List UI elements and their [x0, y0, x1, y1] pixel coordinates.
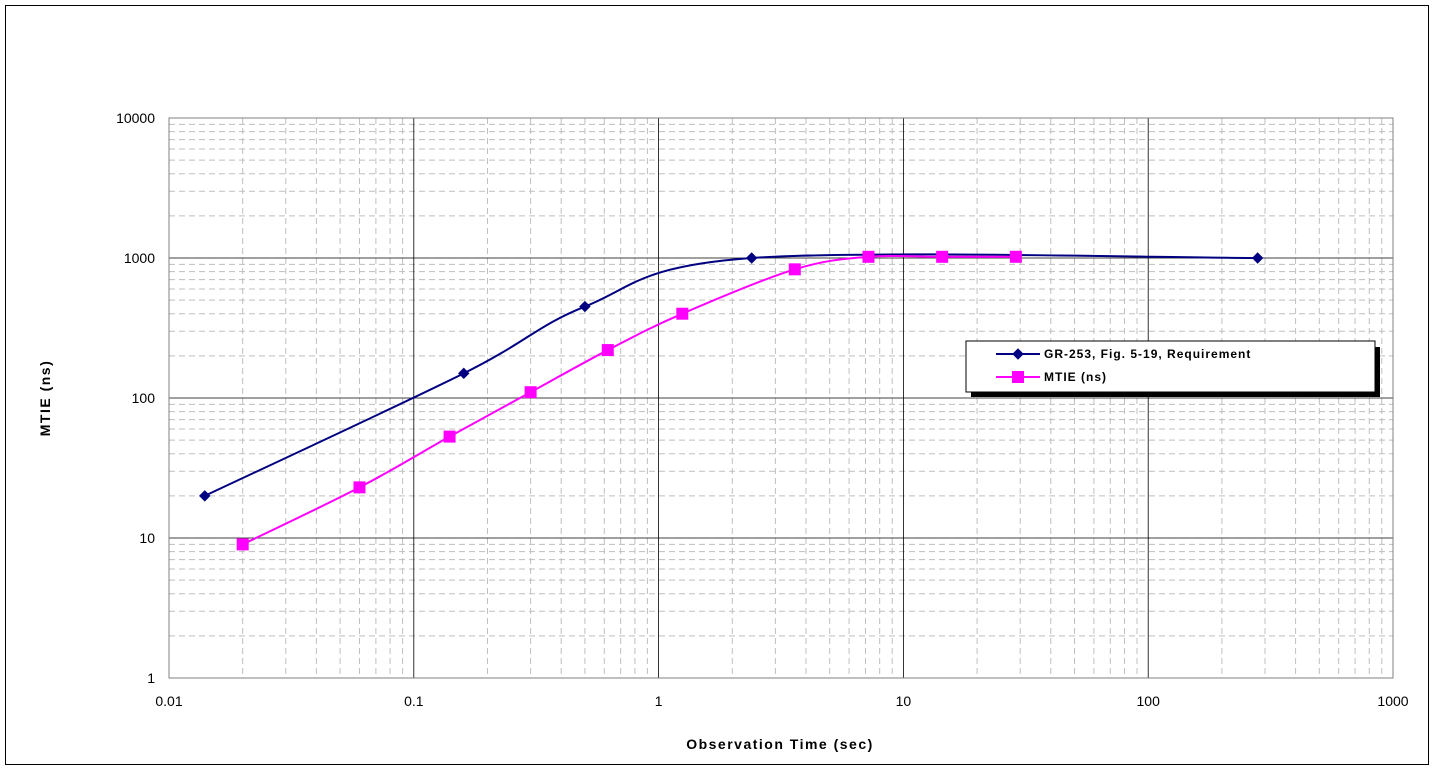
- square-marker: [862, 250, 875, 263]
- x-tick-label: 100: [1137, 693, 1161, 709]
- y-tick-label: 10: [139, 530, 155, 546]
- legend-label: MTIE (ns): [1044, 370, 1107, 384]
- x-tick-label: 1000: [1377, 693, 1408, 709]
- legend-square-marker: [1012, 371, 1024, 383]
- legend-item: MTIE (ns): [996, 370, 1107, 384]
- legend-label: GR-253, Fig. 5-19, Requirement: [1044, 347, 1251, 361]
- square-marker: [676, 307, 689, 320]
- x-tick-label: 1: [655, 693, 663, 709]
- square-marker: [236, 538, 249, 551]
- y-tick-label: 1000: [124, 250, 155, 266]
- y-tick-label: 10000: [116, 110, 155, 126]
- series-line: [242, 254, 1016, 546]
- x-tick-label: 0.1: [404, 693, 424, 709]
- square-marker: [443, 430, 456, 443]
- legend-item: GR-253, Fig. 5-19, Requirement: [996, 347, 1251, 361]
- legend-diamond-marker: [1012, 348, 1024, 360]
- diamond-marker: [1251, 252, 1264, 264]
- square-marker: [524, 386, 537, 399]
- mtie-series: [236, 250, 1022, 551]
- square-marker: [1009, 250, 1022, 263]
- diamond-marker: [579, 300, 591, 313]
- legend: GR-253, Fig. 5-19, Requirement MTIE (ns): [965, 340, 1380, 397]
- x-axis-ticks: 0.01 0.1 1 10 100 1000: [155, 693, 1408, 709]
- x-axis-title: Observation Time (sec): [686, 736, 874, 752]
- diamond-marker: [745, 252, 758, 264]
- x-tick-label: 10: [896, 693, 912, 709]
- square-marker: [353, 481, 366, 494]
- square-marker: [936, 250, 949, 263]
- y-axis-ticks: 1 10 100 1000 10000: [116, 110, 155, 686]
- series-layer: [199, 250, 1264, 551]
- plot-area-border: [168, 117, 1394, 679]
- square-marker: [788, 263, 801, 276]
- y-tick-label: 100: [132, 390, 156, 406]
- y-tick-label: 1: [147, 670, 155, 686]
- x-tick-label: 0.01: [155, 693, 182, 709]
- diamond-marker: [199, 490, 211, 502]
- diamond-marker: [458, 367, 470, 380]
- square-marker: [601, 344, 614, 357]
- y-axis-title: MTIE (ns): [37, 360, 53, 437]
